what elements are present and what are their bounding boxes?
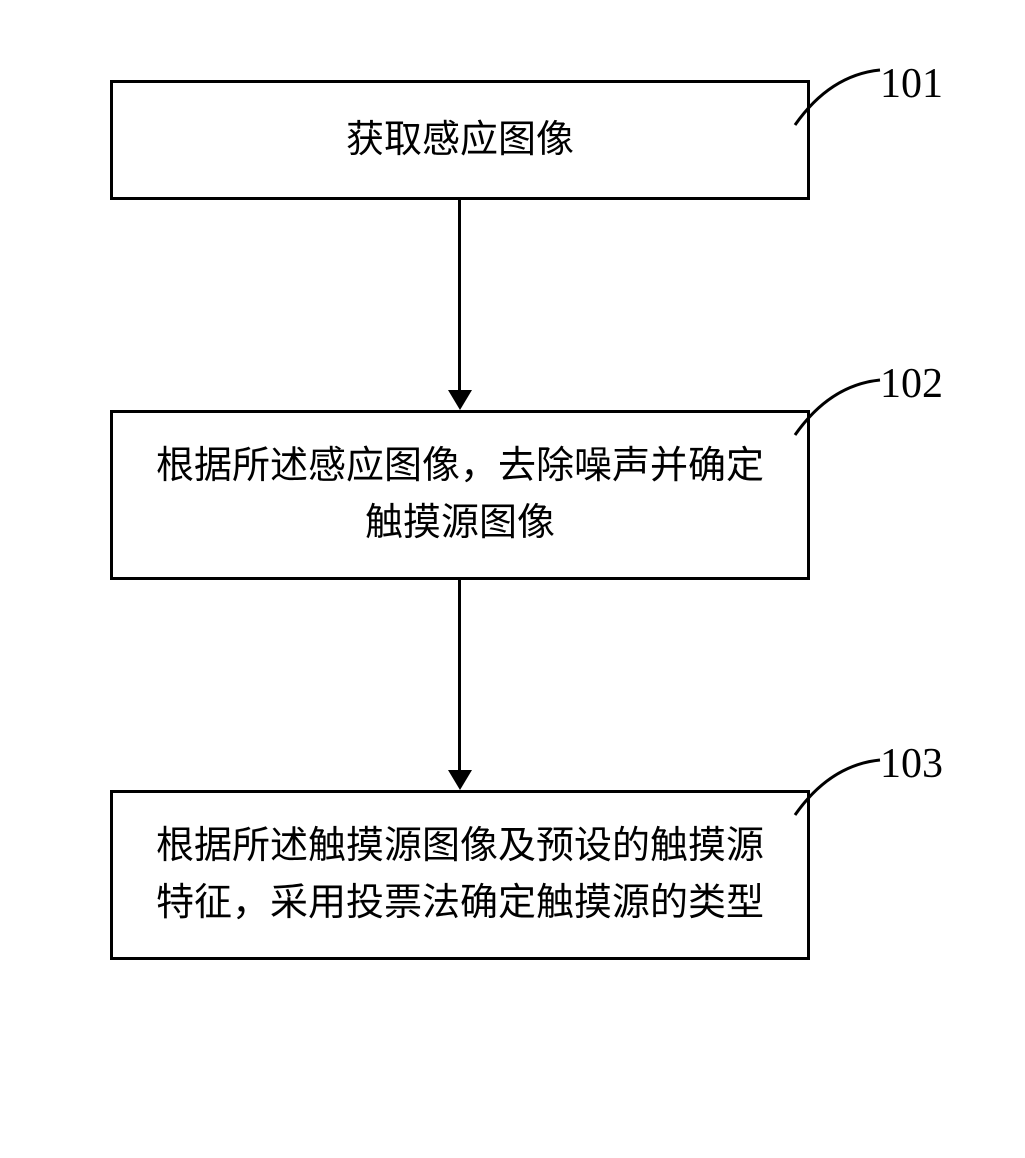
- step-box-101: 获取感应图像: [110, 80, 810, 200]
- arrow-head-1: [448, 390, 472, 410]
- step-label-103: 103: [880, 740, 943, 788]
- step-label-101: 101: [880, 60, 943, 108]
- arrow-line-1: [458, 200, 461, 395]
- step-box-102: 根据所述感应图像，去除噪声并确定触摸源图像: [110, 410, 810, 580]
- label-curve-103: [790, 750, 890, 820]
- step-text-102: 根据所述感应图像，去除噪声并确定触摸源图像: [143, 438, 777, 552]
- arrow-line-2: [458, 580, 461, 775]
- arrow-head-2: [448, 770, 472, 790]
- step-text-103: 根据所述触摸源图像及预设的触摸源特征，采用投票法确定触摸源的类型: [143, 818, 777, 932]
- label-curve-102: [790, 370, 890, 440]
- label-curve-101: [790, 60, 890, 130]
- step-text-101: 获取感应图像: [346, 112, 574, 169]
- step-label-102: 102: [880, 360, 943, 408]
- step-box-103: 根据所述触摸源图像及预设的触摸源特征，采用投票法确定触摸源的类型: [110, 790, 810, 960]
